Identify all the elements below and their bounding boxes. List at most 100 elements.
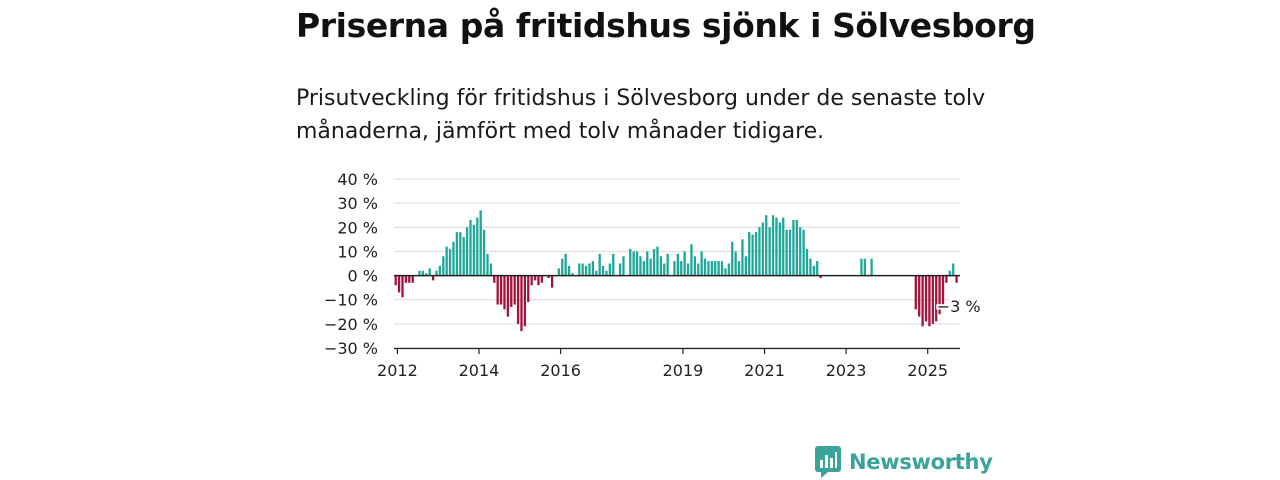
bar <box>710 261 713 276</box>
bar <box>720 261 724 276</box>
bar <box>799 227 802 276</box>
bar <box>748 232 751 276</box>
bar <box>516 275 520 324</box>
bar <box>751 234 754 276</box>
chart-subtitle: Prisutveckling för fritidshus i Sölvesbo… <box>296 86 986 144</box>
bar <box>792 220 795 276</box>
bar <box>714 261 717 276</box>
bar <box>778 222 781 276</box>
bar <box>469 220 472 276</box>
bar <box>935 275 938 322</box>
bar <box>595 270 598 276</box>
bar-chart: 40 % 30 % 20 % 10 % 0 % −10 % −20 % −30 % 2012 20… <box>324 170 983 380</box>
bar <box>547 275 550 278</box>
brand: Newsworthy <box>815 446 993 478</box>
bar <box>686 263 690 276</box>
bar <box>537 275 540 286</box>
bar <box>510 275 513 307</box>
bar <box>622 256 625 276</box>
bar <box>863 258 866 276</box>
bar <box>758 227 761 276</box>
bar <box>618 263 622 276</box>
bar <box>438 265 442 276</box>
bar <box>506 275 510 317</box>
bar <box>520 275 523 332</box>
x-tick-label: 2023 <box>826 361 867 380</box>
bar <box>564 253 567 276</box>
bar <box>523 275 527 327</box>
bar <box>659 256 663 276</box>
bar <box>785 229 788 276</box>
bar <box>635 251 639 276</box>
last-value-label: −3 % <box>937 297 981 316</box>
bar <box>435 270 438 276</box>
bar <box>530 275 533 286</box>
bar <box>676 253 679 276</box>
bar <box>697 263 700 276</box>
bar <box>482 229 486 276</box>
bar <box>734 251 737 276</box>
bar <box>666 253 669 276</box>
bar <box>578 263 581 276</box>
bar <box>605 270 608 276</box>
bar <box>642 261 646 276</box>
bar <box>924 275 928 322</box>
bar <box>948 270 951 276</box>
bar <box>588 263 591 276</box>
bar <box>601 265 605 276</box>
bar <box>462 236 465 276</box>
bar <box>591 261 595 276</box>
bar <box>608 263 612 276</box>
bar <box>731 241 734 276</box>
bar <box>724 268 727 276</box>
bar <box>411 275 414 283</box>
bar <box>513 275 516 305</box>
bar <box>550 275 554 288</box>
bar <box>744 256 747 276</box>
x-tick-label: 2019 <box>663 361 704 380</box>
bar <box>567 265 571 276</box>
y-tick-label: −10 % <box>324 291 378 310</box>
bar <box>700 251 703 276</box>
bar <box>860 258 863 276</box>
bar <box>533 275 537 281</box>
bar <box>928 275 931 327</box>
bar <box>479 210 482 276</box>
bar <box>812 265 815 276</box>
bar <box>401 275 404 298</box>
chart-card: Priserna på fritidshus sjönk i Sölvesbor… <box>296 0 1036 480</box>
bar <box>727 263 730 276</box>
bar <box>584 265 588 276</box>
chart-title: Priserna på fritidshus sjönk i Sölvesbor… <box>296 6 1036 45</box>
bar <box>795 220 798 276</box>
bar <box>472 224 476 276</box>
bar <box>612 253 615 276</box>
bar <box>476 217 479 276</box>
bar <box>717 261 720 276</box>
bar <box>496 275 499 305</box>
bar <box>445 246 448 276</box>
bar <box>397 275 401 293</box>
bar <box>805 249 809 276</box>
bar <box>921 275 924 327</box>
bar <box>737 261 741 276</box>
bar <box>499 275 503 305</box>
bar <box>754 232 758 276</box>
bar <box>771 215 775 276</box>
bar <box>809 258 812 276</box>
bar <box>707 261 710 276</box>
bar <box>788 229 792 276</box>
bar <box>561 258 564 276</box>
bar <box>955 275 958 283</box>
brand-name: Newsworthy <box>849 450 993 474</box>
bar <box>941 275 945 305</box>
bar <box>663 263 666 276</box>
bar <box>425 273 428 276</box>
bar <box>816 261 819 276</box>
bar <box>394 275 397 286</box>
bar <box>448 249 452 276</box>
bar <box>931 275 934 324</box>
bar <box>680 261 683 276</box>
bar <box>452 241 455 276</box>
bar <box>465 227 469 276</box>
